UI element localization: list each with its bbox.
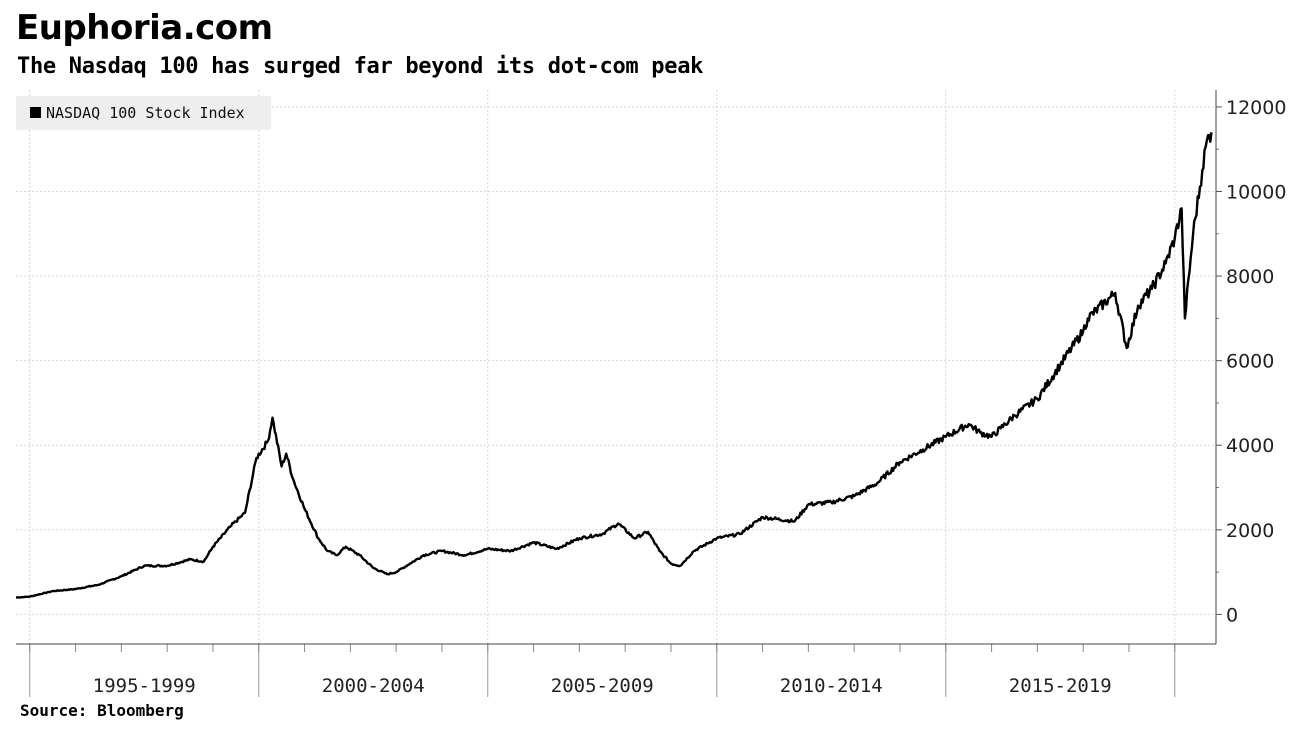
legend-label: NASDAQ 100 Stock Index [46,104,245,122]
legend: NASDAQ 100 Stock Index [16,96,271,130]
y-tick-label: 12000 [1226,97,1286,119]
legend-swatch [30,107,41,118]
source-note: Source: Bloomberg [20,701,184,720]
y-tick-label: 4000 [1226,435,1274,457]
y-tick-label: 2000 [1226,520,1274,542]
x-category-label: 2000-2004 [322,675,425,697]
y-tick-label: 8000 [1226,266,1274,288]
chart-subtitle: The Nasdaq 100 has surged far beyond its… [17,54,704,79]
legend-background [16,96,271,130]
axes: 0 2000 4000 6000 8000 10000 12000 1995-1999 2000… [16,90,1286,697]
y-tick-label: 6000 [1226,351,1274,373]
x-category-label: 2010-2014 [780,675,883,697]
x-category-label: 1995-1999 [93,675,196,697]
y-tick-label: 10000 [1226,181,1286,203]
x-category-label: 2005-2009 [551,675,654,697]
gridlines [16,90,1216,644]
series-line-nasdaq-100 [15,132,1213,599]
series-layer [15,132,1213,599]
x-category-label: 2015-2019 [1009,675,1112,697]
y-tick-label: 0 [1226,604,1238,626]
chart-title: Euphoria.com [16,8,273,48]
